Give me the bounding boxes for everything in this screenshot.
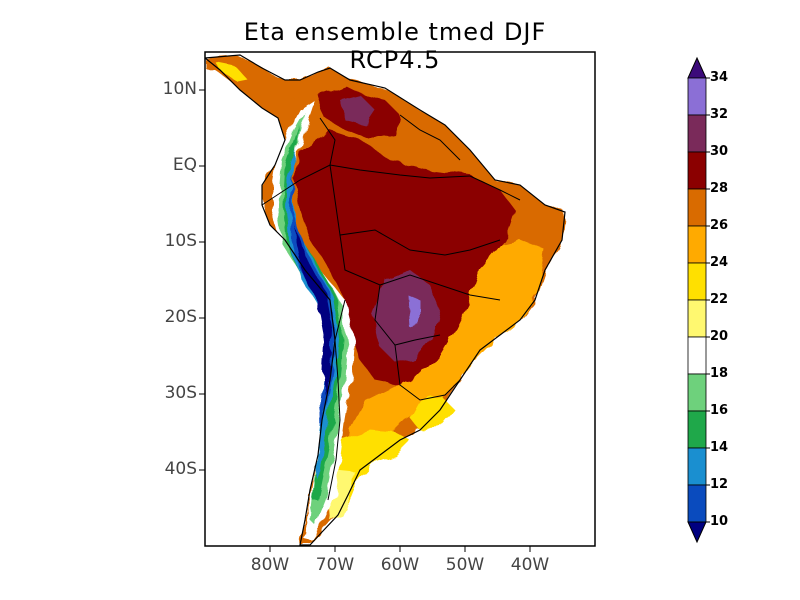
y-tick-label: 40S [164,459,197,479]
colorbar-label: 20 [710,329,729,344]
colorbar-segment [687,373,707,412]
x-tick-label: 80W [250,555,290,575]
colorbar-label: 16 [710,403,729,418]
colorbar-segment [687,299,707,338]
y-axis-ticks [199,89,205,471]
colorbar-segment [687,114,707,153]
colorbar-max-triangle [687,56,707,79]
coastline [205,54,566,546]
y-tick-label: EQ [172,155,197,175]
x-tick-label: 70W [315,555,355,575]
land-32-34-spot [408,295,420,328]
colorbar-label: 34 [710,70,729,85]
colorbar-segment [687,410,707,449]
x-tick-label: 60W [380,555,420,575]
x-tick-label: 40W [510,555,550,575]
y-tick-label: 30S [164,383,197,403]
colorbar-segment [687,336,707,375]
colorbar [687,56,710,544]
colorbar-label: 30 [710,144,729,159]
colorbar-segment [687,262,707,301]
y-tick-label: 10N [162,79,197,99]
colorbar-segment [687,484,707,523]
colorbar-label: 22 [710,292,729,307]
land-24-26-region [345,240,545,470]
colorbar-segment [687,188,707,227]
colorbar-segment [687,225,707,264]
colorbar-label: 26 [710,218,729,233]
colorbar-label: 28 [710,181,729,196]
central-america-highland [215,62,248,82]
map-title: Eta ensemble tmed DJF RCP4.5 [243,18,547,74]
land-30-32-north [340,95,375,125]
country-borders [261,114,521,501]
colorbar-segment [687,447,707,486]
colorbar-label: 10 [710,514,729,529]
land-22-24-region [332,430,410,510]
land-30-32-chaco [372,270,440,362]
x-tick-label: 50W [445,555,485,575]
colorbar-label: 24 [710,255,729,270]
colorbar-label: 12 [710,477,729,492]
colorbar-min-triangle [687,521,707,544]
colorbar-segment [687,77,707,116]
y-tick-label: 10S [164,231,197,251]
y-tick-label: 20S [164,307,197,327]
colorbar-label: 32 [710,107,729,122]
x-axis-ticks [269,546,531,552]
temperature-field [205,54,566,546]
colorbar-label: 14 [710,440,729,455]
colorbar-label: 18 [710,366,729,381]
colorbar-segment [687,151,707,190]
